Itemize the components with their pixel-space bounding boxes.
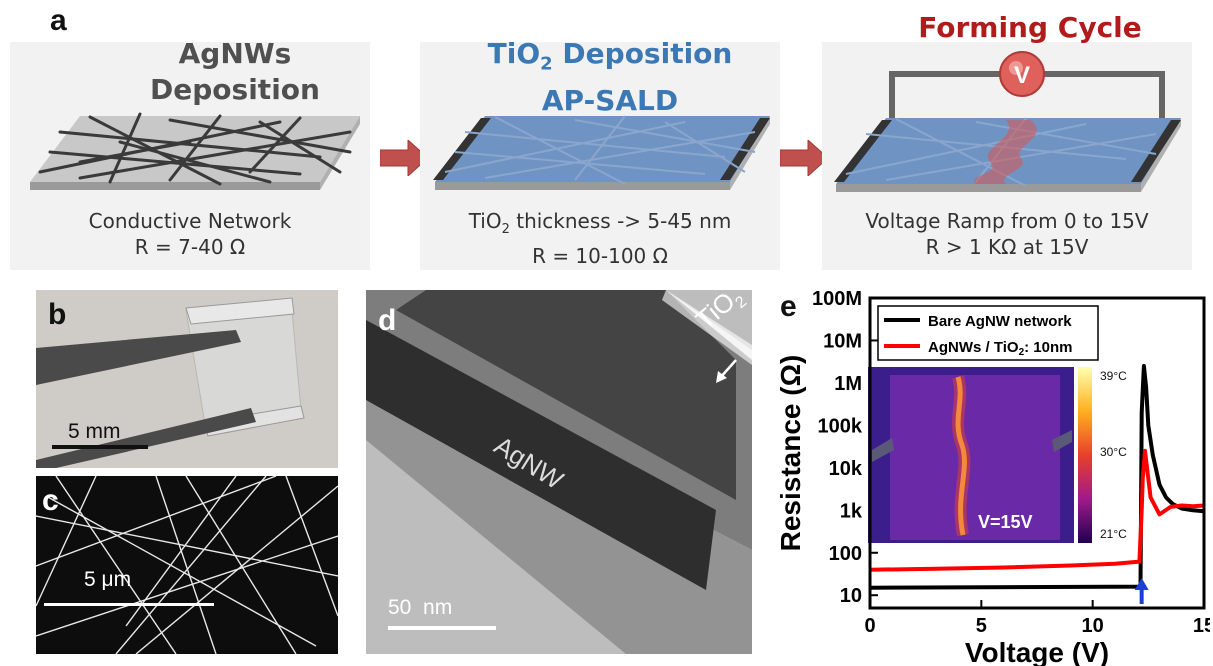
legend-label-tio2: AgNWs / TiO2: 10nm [928,339,1072,358]
chart-x-label: Voltage (V) [965,637,1109,666]
panel-d-scale-bar [388,626,496,630]
step-2-title: TiO2 Deposition AP-SALD [460,36,760,119]
panel-d-scale-label: 50 nm [388,596,453,619]
step-2-title-line2: AP-SALD [541,83,679,117]
panel-c-sem-image [36,476,338,654]
chart-legend: Bare AgNW network AgNWs / TiO2: 10nm [877,305,1099,361]
panel-a-letter: a [50,4,67,37]
y-tick-label: 10 [840,585,862,607]
step-2-caption-sub: 2 [501,222,510,237]
y-tick-label: 10M [823,330,862,352]
y-tick-label: 100 [829,543,862,565]
process-arrow-2 [780,140,829,176]
y-tick-label: 100M [812,288,862,310]
step-2-title-pre: TiO [487,37,541,70]
step-1-title-line1: AgNWs [178,37,292,70]
series-line-agnw-tio2 [869,448,1205,572]
panel-c-scale-bar [44,603,214,606]
chart-y-label: Resistance (Ω) [775,355,806,552]
y-tick-label: 1M [834,373,862,395]
step-2-caption-line2: R = 10-100 Ω [532,244,668,268]
step-1-title: AgNWs Deposition [90,36,380,108]
resistance-voltage-chart: 10 100 1k 10k 100k 1M 10M 100M 0 5 10 15 39°C 30°C … [775,288,1210,666]
step-1-title-line2: Deposition [150,73,320,106]
step-3-title: Forming Cycle [918,11,1142,44]
panel-d-tem-image [366,290,752,654]
y-tick-label: 100k [818,415,863,437]
thermal-colorbar [1078,367,1092,543]
step-2-caption-pre: TiO [468,209,502,233]
forming-cycle-illustration: V [834,51,1181,192]
tem-nanowire-illustration [366,290,752,654]
panel-c-letter: c [42,484,59,517]
thermal-image-inset: 39°C 30°C 21°C V=15V [868,367,1127,543]
x-tick-label: 15 [1193,615,1210,637]
legend-label-bare: Bare AgNW network [928,313,1072,330]
step-2-title-line1: TiO2 Deposition [460,36,760,83]
step-1-caption-line2: R = 7-40 Ω [134,235,246,259]
colorbar-tick-mid: 30°C [1100,445,1127,459]
colorbar-tick-min: 21°C [1100,527,1127,541]
step-3-caption: Voltage Ramp from 0 to 15V R > 1 KΩ at 1… [822,208,1192,260]
step-2-title-sub: 2 [540,53,553,75]
panel-d-letter: d [378,304,397,337]
panel-d-pointer-arrow-icon [716,359,737,383]
y-tick-label: 1k [840,500,863,522]
tio2-coated-network-illustration [433,115,770,190]
x-tick-label: 10 [1082,615,1104,637]
tweezers-sample-illustration [36,290,338,468]
voltmeter-label: V [1014,62,1030,89]
panel-b-letter: b [48,298,67,331]
panel-b-scale-label: 5 mm [68,420,121,443]
inset-voltage-label: V=15V [978,512,1033,532]
panel-e-letter: e [780,290,797,323]
step-3-caption-line2: R > 1 KΩ at 15V [925,235,1089,259]
panel-c-scale-label: 5 μm [84,568,132,591]
y-tick-label: 10k [829,458,863,480]
step-3-caption-line1: Voltage Ramp from 0 to 15V [865,209,1149,233]
step-1-caption-line1: Conductive Network [88,209,292,233]
colorbar-tick-max: 39°C [1100,369,1127,383]
forming-voltage-arrow-icon [1134,578,1149,604]
panel-b-scale-bar [52,445,148,449]
agnw-network-illustration [30,112,360,190]
step-2-caption: TiO2 thickness -> 5-45 nm R = 10-100 Ω [420,208,780,269]
step-2-caption-post: thickness -> 5-45 nm [509,209,732,233]
sem-nanowires-illustration [36,476,338,654]
process-arrow-1 [380,140,429,176]
x-tick-label: 5 [976,615,987,637]
step-1-caption: Conductive Network R = 7-40 Ω [10,208,370,260]
panel-b-photo [36,290,338,468]
x-tick-label: 0 [864,615,875,637]
step-2-caption-line1: TiO2 thickness -> 5-45 nm [420,208,780,243]
series-line-bare-agnw [869,364,1205,590]
chart-frame [868,296,1206,610]
step-2-title-post: Deposition [552,37,733,70]
